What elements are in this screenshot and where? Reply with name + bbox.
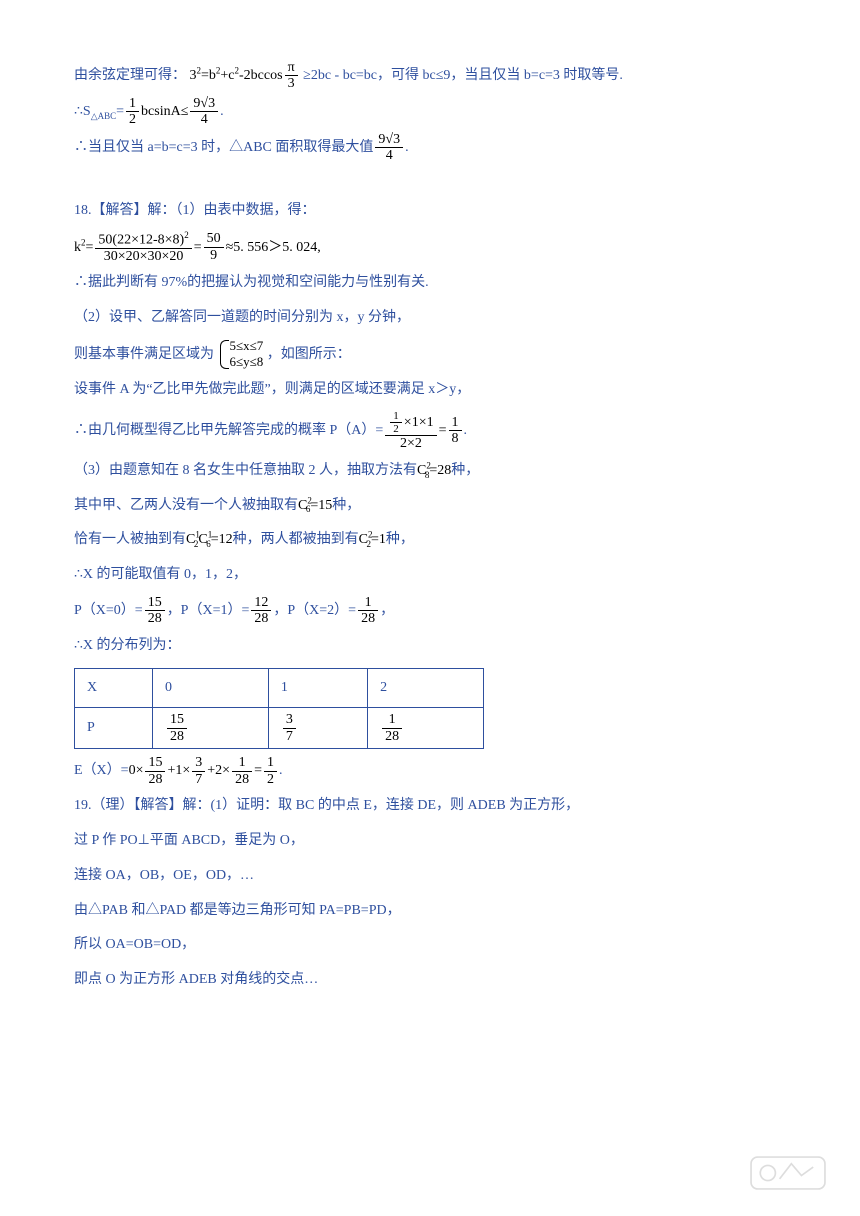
- table-cell: 128: [368, 708, 484, 749]
- comb-line-2: 其中甲、乙两人没有一个人被抽取有C26=15种，: [74, 491, 786, 522]
- comb-line-3: 恰有一人被抽到有C12C16=12种，两人都被抽到有C22=1种，: [74, 525, 786, 556]
- table-cell: 2: [368, 668, 484, 708]
- px-line: P（X=0）=1528，P（X=1）=1228，P（X=2）=128，: [74, 595, 786, 627]
- distribution-table: X 0 1 2 P 1528 37 128: [74, 668, 484, 750]
- q19-line: 过 P 作 PO⊥平面 ABCD，垂足为 O，: [74, 826, 786, 857]
- q19-line: 19.（理）【解答】解：(1）证明：取 BC 的中点 E，连接 DE，则 ADE…: [74, 791, 786, 822]
- text: 由余弦定理可得：: [74, 68, 186, 83]
- table-cell: 0: [153, 668, 269, 708]
- text-line: （2）设甲、乙解答同一道题的时间分别为 x，y 分钟，: [74, 303, 786, 334]
- geom-prob-line: ∴由几何概型得乙比甲先解答完成的概率 P（A）=12×1×12×2=18.: [74, 410, 786, 452]
- table-cell: 1528: [153, 708, 269, 749]
- text-line: 设事件 A 为“乙比甲先做完此题”，则满足的区域还要满足 x＞y，: [74, 375, 786, 406]
- table-cell: X: [75, 668, 153, 708]
- formula: 32=b2+c2-2bccosπ3: [190, 68, 304, 83]
- table-cell: 1: [268, 668, 367, 708]
- q19-line: 由△PAB 和△PAD 都是等边三角形可知 PA=PB=PD，: [74, 896, 786, 927]
- cos-law-line: 由余弦定理可得： 32=b2+c2-2bccosπ3 ≥2bc - bc=bc，…: [74, 60, 786, 92]
- q19-line: 连接 OA，OB，OE，OD，…: [74, 861, 786, 892]
- table-row: P 1528 37 128: [75, 708, 484, 749]
- comb-line-1: （3）由题意知在 8 名女生中任意抽取 2 人，抽取方法有C28=28种，: [74, 456, 786, 487]
- table-row: X 0 1 2: [75, 668, 484, 708]
- q18-head: 18.【解答】解：（1）由表中数据，得：: [74, 196, 786, 227]
- table-cell: P: [75, 708, 153, 749]
- text-line: ∴X 的分布列为：: [74, 631, 786, 662]
- area-line: ∴S△ABC=12bcsinA≤9√34.: [74, 96, 786, 128]
- q19-line: 所以 OA=OB=OD，: [74, 930, 786, 961]
- expectation-line: E（X）=0×1528+1×37+2×128=12.: [74, 755, 786, 787]
- watermark-icon: [746, 1152, 830, 1194]
- text: ≥2bc - bc=bc，可得 bc≤9，当且仅当 b=c=3 时取等号.: [303, 68, 623, 83]
- q19-line: 即点 O 为正方形 ADEB 对角线的交点…: [74, 965, 786, 996]
- brace-system: 5≤x≤7 6≤y≤8: [218, 338, 264, 372]
- region-line: 则基本事件满足区域为 5≤x≤7 6≤y≤8 ，如图所示：: [74, 338, 786, 372]
- text-line: ∴据此判断有 97%的把握认为视觉和空间能力与性别有关.: [74, 268, 786, 299]
- text-line: ∴X 的可能取值有 0，1，2，: [74, 560, 786, 591]
- table-cell: 37: [268, 708, 367, 749]
- k-squared: k2=50(22×12-8×8)230×20×30×20=509≈5. 556＞…: [74, 231, 786, 264]
- max-area-line: ∴当且仅当 a=b=c=3 时，△ABC 面积取得最大值9√34.: [74, 132, 786, 164]
